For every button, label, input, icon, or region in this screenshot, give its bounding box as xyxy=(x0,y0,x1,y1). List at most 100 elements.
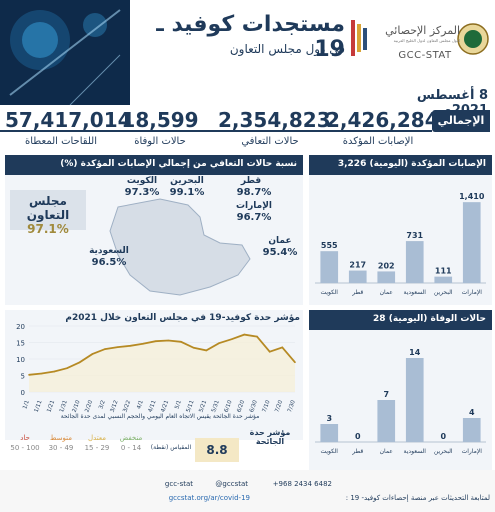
trend-point xyxy=(167,339,170,342)
country-name-saudi: السعودية xyxy=(89,246,129,256)
trend-area xyxy=(29,334,295,392)
cases-bar xyxy=(434,276,453,283)
trend-x-tick: 6/30 xyxy=(249,399,259,413)
deaths-total: 18,599 xyxy=(121,108,199,132)
scale-moderate-label: معتدل xyxy=(88,434,106,442)
deaths-bar xyxy=(462,418,481,442)
gcc-stat-logo-icon xyxy=(351,20,367,56)
deaths-category-label: البحرين xyxy=(434,448,453,455)
gcc-map xyxy=(109,198,251,296)
trend-point xyxy=(256,335,258,338)
footer-link-text: لمتابعة التحديثات عبر منصة إحصاءات كوفيد… xyxy=(345,494,490,502)
trend-y-tick: 10 xyxy=(16,356,25,364)
country-name-uae: الإمارات xyxy=(235,201,273,211)
trend-point xyxy=(268,350,271,353)
footer-phone: +968 2434 6482 xyxy=(272,480,332,488)
deaths-label: حالات الوفاة xyxy=(134,136,186,147)
index-value: 8.8 xyxy=(195,438,239,462)
country-name-bahrain: البحرين xyxy=(170,176,204,186)
severity-note: مؤشر حدة الجائحة يقيس الاتجاه العام اليو… xyxy=(60,413,260,420)
trend-x-tick: 5/31 xyxy=(211,400,221,414)
trend-x-tick: 7/10 xyxy=(262,399,272,413)
deaths-bar xyxy=(405,358,424,442)
trend-x-tick: 4/21 xyxy=(160,400,170,414)
deaths-category-label: السعودية xyxy=(404,448,427,455)
footer-url[interactable]: gccstat.org/ar/covid-19 xyxy=(168,494,250,502)
deaths-value-label: 3 xyxy=(326,414,332,423)
vaccines-total: 57,417,014 xyxy=(5,108,132,132)
deaths-value-label: 0 xyxy=(355,432,361,441)
cases-category-label: الإمارات xyxy=(462,289,483,296)
deaths-value-label: 0 xyxy=(440,432,446,441)
confirmed-cases-label: الإصابات المؤكدة xyxy=(342,136,414,147)
cases-value-label: 731 xyxy=(406,231,423,240)
virus-hero-image xyxy=(0,0,130,105)
trend-x-tick: 7/20 xyxy=(274,399,284,413)
cases-value-label: 111 xyxy=(435,267,452,276)
deaths-category-label: الكويت xyxy=(321,448,339,455)
trend-point xyxy=(180,341,182,343)
scale-label: المقياس (نقطة) xyxy=(150,444,192,451)
daily-deaths-title: حالات الوفاة (اليومية) 28 xyxy=(309,310,492,330)
country-value-kuwait: 97.3% xyxy=(124,187,160,198)
trend-line xyxy=(28,333,296,376)
cases-category-label: قطر xyxy=(351,289,363,296)
recovered-label: حالات التعافي xyxy=(241,136,299,147)
trend-x-tick: 4/1 xyxy=(136,400,145,410)
cases-category-label: عمان xyxy=(380,289,393,296)
trend-x-tick: 2/20 xyxy=(84,399,94,413)
country-name-qatar: قطر xyxy=(240,176,262,186)
gcc-label: مجلس التعاون xyxy=(26,194,70,222)
scale-moderate-range: 15 - 29 xyxy=(84,444,110,452)
country-value-oman: 95.4% xyxy=(262,247,298,258)
trend-point xyxy=(78,361,81,364)
trend-point xyxy=(294,361,296,364)
confirmed-cases-total: 2,426,284 xyxy=(326,108,439,132)
trend-y-tick: 20 xyxy=(16,323,25,331)
trend-x-tick: 1/21 xyxy=(46,400,56,414)
footer xyxy=(0,470,495,512)
daily-deaths-panel: حالات الوفاة (اليومية) 28 xyxy=(309,310,492,470)
footer-social[interactable]: gcc-stat xyxy=(164,480,193,488)
trend-point xyxy=(40,372,43,375)
org-name-arabic: المركز الإحصائي xyxy=(385,24,460,37)
trend-x-tick: 5/1 xyxy=(174,400,183,410)
deaths-bar xyxy=(377,400,396,442)
cases-category-label: السعودية xyxy=(404,289,427,296)
deaths-value-label: 4 xyxy=(469,408,475,417)
cases-bar xyxy=(405,241,424,283)
trend-x-tick: 2/10 xyxy=(72,399,82,413)
cases-value-label: 202 xyxy=(378,261,395,270)
trend-point xyxy=(53,370,56,373)
gcc-value: 97.1% xyxy=(27,222,69,236)
trend-y-tick: 5 xyxy=(21,373,25,381)
country-name-kuwait: الكويت xyxy=(126,176,158,186)
trend-point xyxy=(116,346,119,348)
trend-x-tick: 1/31 xyxy=(59,400,69,414)
trend-point xyxy=(192,346,195,349)
country-name-oman: عمان xyxy=(268,236,292,246)
trend-point xyxy=(129,345,132,347)
cases-value-label: 1,410 xyxy=(459,192,485,201)
trend-point xyxy=(104,348,106,350)
deaths-bar xyxy=(320,424,339,442)
daily-cases-panel: الإصابات المؤكدة (اليومية) 3,226 xyxy=(309,155,492,305)
country-value-saudi: 96.5% xyxy=(91,257,127,268)
deaths-value-label: 7 xyxy=(383,390,389,399)
severity-trend-chart: 0 5 10 15 20 1/1 1/11 1/21 1/31 2/10 2/20 3/2 3/12 3/… xyxy=(16,323,297,414)
recovery-map-title: نسبة حالات التعافي من إجمالي الإصابات ال… xyxy=(5,155,303,175)
vaccines-label: اللقاحات المعطاة xyxy=(25,136,97,147)
daily-cases-title: الإصابات المؤكدة (اليومية) 3,226 xyxy=(309,155,492,175)
cases-bar xyxy=(320,251,339,283)
trend-x-tick: 6/20 xyxy=(236,399,246,413)
trend-point xyxy=(218,342,220,344)
org-name-english: GCC-STAT xyxy=(398,50,452,61)
trend-x-tick: 7/30 xyxy=(287,399,297,413)
deaths-value-label: 14 xyxy=(409,348,421,357)
country-value-bahrain: 99.1% xyxy=(169,187,205,198)
total-label: الإجمالي xyxy=(432,110,490,132)
trend-y-tick: 15 xyxy=(16,340,25,348)
trend-point xyxy=(154,340,157,342)
scale-medium-range: 30 - 49 xyxy=(48,444,74,452)
footer-twitter[interactable]: @gccstat xyxy=(215,480,248,488)
